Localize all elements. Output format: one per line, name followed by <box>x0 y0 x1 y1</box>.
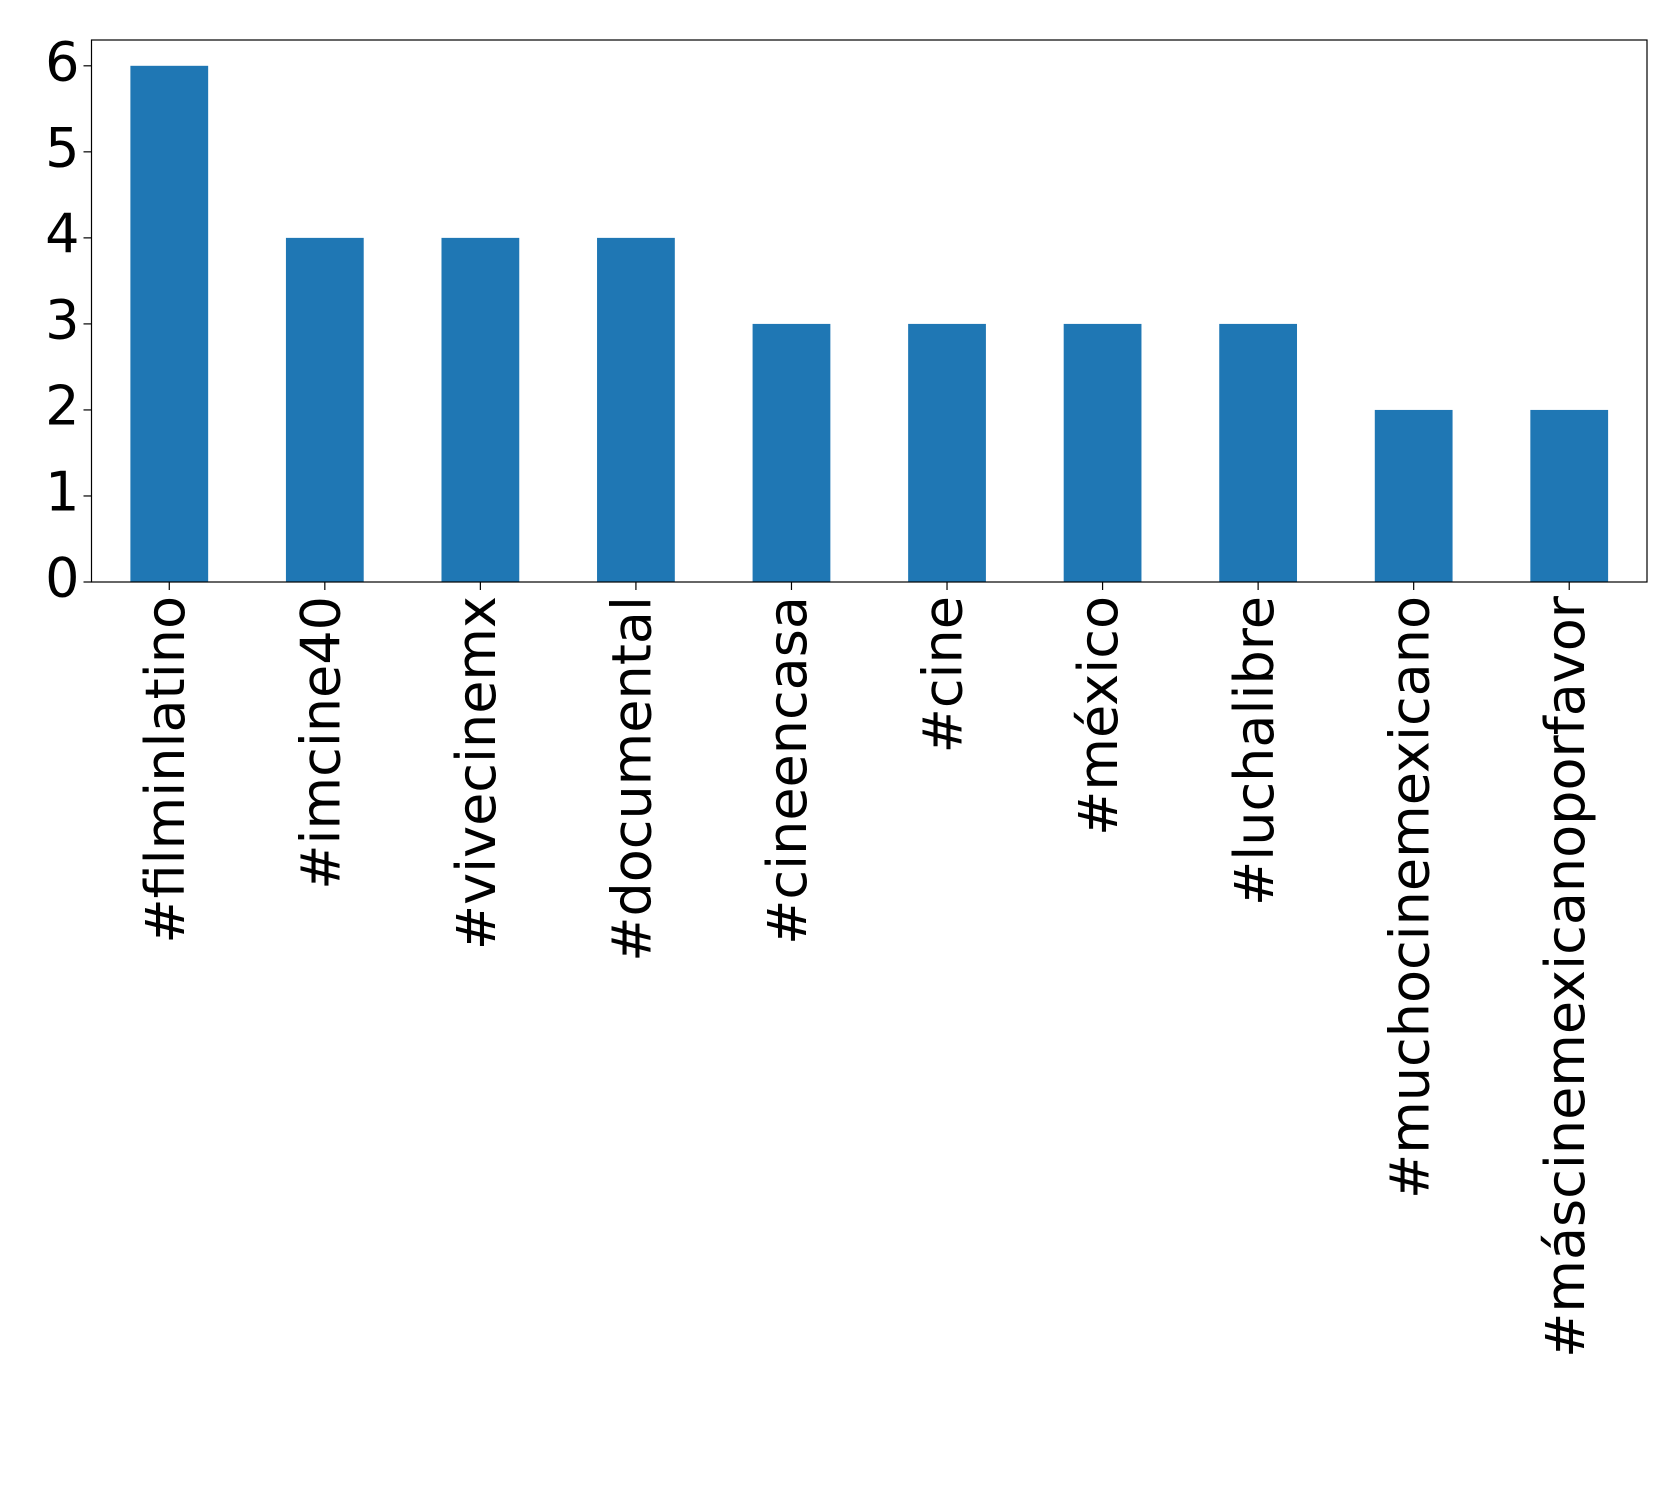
y-tick-label: 6 <box>45 30 79 93</box>
x-tick-label: #cine <box>912 596 975 753</box>
y-tick-label: 0 <box>45 547 79 610</box>
bar <box>597 237 675 582</box>
bar <box>1063 323 1142 582</box>
x-tick-label: #cineencasa <box>756 596 819 945</box>
x-tick-label: #imcine40 <box>289 596 352 890</box>
y-tick-label: 2 <box>45 375 79 438</box>
x-tick-label: #luchalibre <box>1223 596 1286 906</box>
y-tick-label: 5 <box>45 116 79 179</box>
x-tick-label: #vivecinemx <box>445 596 508 950</box>
bar <box>1219 323 1298 582</box>
bar <box>1530 409 1609 582</box>
x-tick-label: #méxico <box>1067 596 1130 836</box>
y-tick-label: 4 <box>45 203 79 266</box>
plot-frame <box>90 39 1648 583</box>
x-tick-label: #máscinemexicanoporfavor <box>1534 595 1597 1358</box>
y-tick-label: 3 <box>45 289 79 352</box>
bar <box>752 323 831 582</box>
bar <box>441 237 520 582</box>
bar <box>1374 409 1453 582</box>
bar <box>908 323 986 582</box>
x-tick-label: #filminlatino <box>134 596 197 944</box>
bar <box>130 65 209 583</box>
x-tick-label: #documental <box>601 596 664 962</box>
x-tick-label: #muchocinemexicano <box>1378 596 1441 1199</box>
bar <box>285 237 364 582</box>
y-tick-label: 1 <box>45 461 79 524</box>
